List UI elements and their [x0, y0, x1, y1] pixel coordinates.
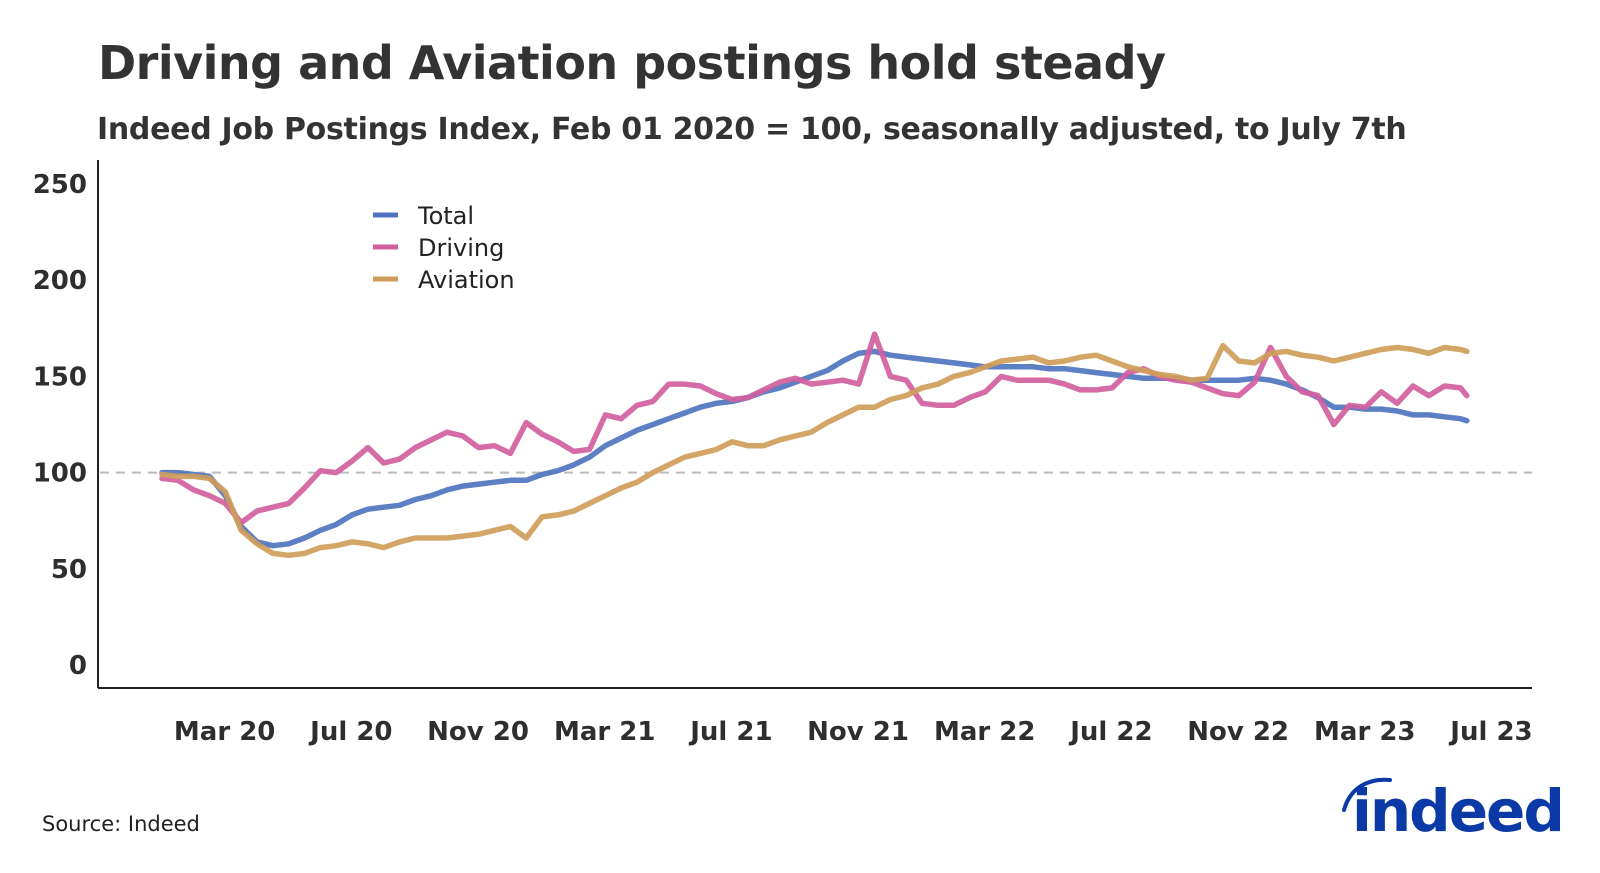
chart-subtitle: Indeed Job Postings Index, Feb 01 2020 =… [97, 112, 1407, 147]
series-line-total [159, 348, 1470, 549]
x-tick-label: Mar 20 [174, 717, 275, 747]
x-axis-ticks: Mar 20 Jul 20 Nov 20 Mar 21 Jul 21 Nov 21 Mar … [174, 717, 1533, 747]
y-tick-label: 0 [69, 651, 87, 681]
x-tick-label: Mar 23 [1314, 717, 1415, 747]
y-tick-label: 150 [33, 362, 87, 392]
legend-label-total: Total [417, 202, 474, 230]
legend: Total Driving Aviation [373, 202, 515, 294]
series-line-aviation [159, 342, 1470, 559]
x-tick-label: Jul 21 [688, 717, 772, 747]
x-tick-label: Nov 22 [1187, 717, 1289, 747]
series-line-driving [159, 331, 1470, 526]
x-tick-label: Jul 20 [308, 717, 392, 747]
x-tick-label: Nov 21 [807, 717, 909, 747]
y-tick-label: 50 [51, 555, 87, 585]
x-tick-label: Nov 20 [427, 717, 529, 747]
x-tick-label: Mar 21 [554, 717, 655, 747]
legend-label-aviation: Aviation [418, 266, 515, 294]
chart-title: Driving and Aviation postings hold stead… [98, 36, 1166, 90]
y-axis-ticks: 0 50 100 150 200 250 [33, 170, 87, 681]
y-tick-label: 250 [33, 170, 87, 200]
x-tick-label: Mar 22 [934, 717, 1035, 747]
legend-label-driving: Driving [418, 234, 504, 262]
series-group [159, 331, 1470, 559]
logo-wordmark: indeed [1352, 777, 1565, 845]
x-tick-label: Jul 22 [1068, 717, 1152, 747]
indeed-logo: indeed [1338, 776, 1565, 846]
y-tick-label: 100 [33, 459, 87, 489]
y-tick-label: 200 [33, 266, 87, 296]
x-tick-label: Jul 23 [1448, 717, 1532, 747]
logo-arc-icon [1342, 777, 1392, 812]
source-note: Source: Indeed [42, 812, 200, 836]
